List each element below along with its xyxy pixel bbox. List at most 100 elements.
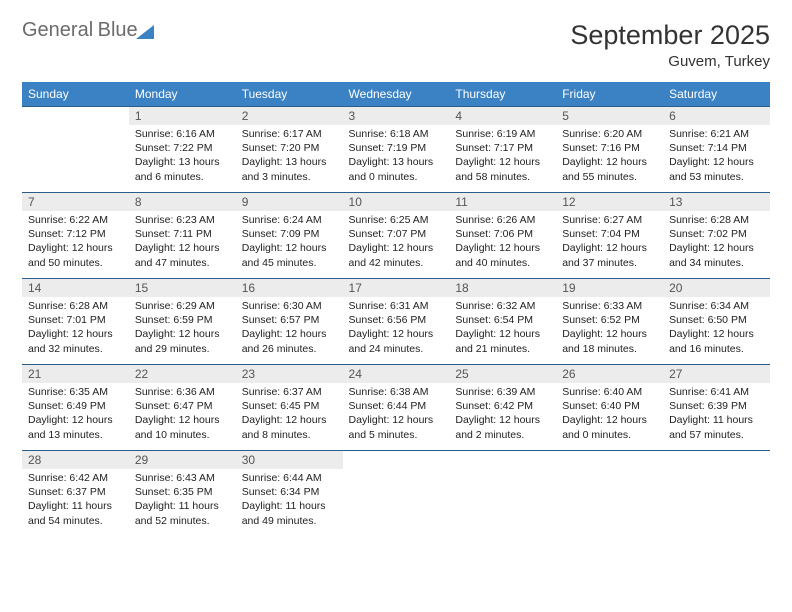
day-details: Sunrise: 6:38 AMSunset: 6:44 PMDaylight:… [343,383,450,446]
day-details: Sunrise: 6:22 AMSunset: 7:12 PMDaylight:… [22,211,129,274]
day-details: Sunrise: 6:28 AMSunset: 7:01 PMDaylight:… [22,297,129,360]
day-details: Sunrise: 6:44 AMSunset: 6:34 PMDaylight:… [236,469,343,532]
day-details: Sunrise: 6:21 AMSunset: 7:14 PMDaylight:… [663,125,770,188]
calendar-cell: 8Sunrise: 6:23 AMSunset: 7:11 PMDaylight… [129,193,236,279]
day-number [449,451,556,469]
day-details: Sunrise: 6:18 AMSunset: 7:19 PMDaylight:… [343,125,450,188]
calendar-cell: 23Sunrise: 6:37 AMSunset: 6:45 PMDayligh… [236,365,343,451]
calendar-cell: 20Sunrise: 6:34 AMSunset: 6:50 PMDayligh… [663,279,770,365]
calendar-cell: 13Sunrise: 6:28 AMSunset: 7:02 PMDayligh… [663,193,770,279]
calendar-cell [449,451,556,537]
calendar-page: General Blue September 2025 Guvem, Turke… [0,0,792,557]
calendar-cell: 22Sunrise: 6:36 AMSunset: 6:47 PMDayligh… [129,365,236,451]
day-number: 9 [236,193,343,211]
calendar-cell [22,107,129,193]
day-details: Sunrise: 6:17 AMSunset: 7:20 PMDaylight:… [236,125,343,188]
calendar-cell [663,451,770,537]
calendar-cell: 6Sunrise: 6:21 AMSunset: 7:14 PMDaylight… [663,107,770,193]
calendar-row: 21Sunrise: 6:35 AMSunset: 6:49 PMDayligh… [22,365,770,451]
day-number: 30 [236,451,343,469]
weekday-header: Friday [556,82,663,107]
day-number: 7 [22,193,129,211]
calendar-cell: 15Sunrise: 6:29 AMSunset: 6:59 PMDayligh… [129,279,236,365]
calendar-cell: 19Sunrise: 6:33 AMSunset: 6:52 PMDayligh… [556,279,663,365]
weekday-header: Tuesday [236,82,343,107]
day-number: 6 [663,107,770,125]
day-details: Sunrise: 6:35 AMSunset: 6:49 PMDaylight:… [22,383,129,446]
day-number: 18 [449,279,556,297]
calendar-grid: Sunday Monday Tuesday Wednesday Thursday… [22,82,770,537]
calendar-cell: 2Sunrise: 6:17 AMSunset: 7:20 PMDaylight… [236,107,343,193]
day-number: 4 [449,107,556,125]
calendar-cell: 14Sunrise: 6:28 AMSunset: 7:01 PMDayligh… [22,279,129,365]
calendar-cell: 29Sunrise: 6:43 AMSunset: 6:35 PMDayligh… [129,451,236,537]
day-details: Sunrise: 6:25 AMSunset: 7:07 PMDaylight:… [343,211,450,274]
day-details: Sunrise: 6:37 AMSunset: 6:45 PMDaylight:… [236,383,343,446]
calendar-cell: 27Sunrise: 6:41 AMSunset: 6:39 PMDayligh… [663,365,770,451]
weekday-header: Sunday [22,82,129,107]
day-details: Sunrise: 6:16 AMSunset: 7:22 PMDaylight:… [129,125,236,188]
day-number: 23 [236,365,343,383]
day-details: Sunrise: 6:39 AMSunset: 6:42 PMDaylight:… [449,383,556,446]
day-number: 5 [556,107,663,125]
day-number: 12 [556,193,663,211]
logo-text-1: General [22,19,93,41]
day-number: 19 [556,279,663,297]
day-number [343,451,450,469]
day-number: 26 [556,365,663,383]
page-header: General Blue September 2025 Guvem, Turke… [22,20,770,70]
calendar-cell: 17Sunrise: 6:31 AMSunset: 6:56 PMDayligh… [343,279,450,365]
day-number: 3 [343,107,450,125]
calendar-cell: 4Sunrise: 6:19 AMSunset: 7:17 PMDaylight… [449,107,556,193]
logo: General Blue [22,20,154,41]
calendar-body: 1Sunrise: 6:16 AMSunset: 7:22 PMDaylight… [22,107,770,537]
weekday-header: Thursday [449,82,556,107]
day-number: 14 [22,279,129,297]
calendar-cell [343,451,450,537]
weekday-header: Monday [129,82,236,107]
day-details: Sunrise: 6:41 AMSunset: 6:39 PMDaylight:… [663,383,770,446]
day-number: 29 [129,451,236,469]
day-number: 21 [22,365,129,383]
day-number: 8 [129,193,236,211]
day-details: Sunrise: 6:42 AMSunset: 6:37 PMDaylight:… [22,469,129,532]
day-number: 20 [663,279,770,297]
day-number: 2 [236,107,343,125]
location-label: Guvem, Turkey [570,53,770,70]
calendar-cell: 25Sunrise: 6:39 AMSunset: 6:42 PMDayligh… [449,365,556,451]
weekday-header-row: Sunday Monday Tuesday Wednesday Thursday… [22,82,770,107]
calendar-cell: 24Sunrise: 6:38 AMSunset: 6:44 PMDayligh… [343,365,450,451]
day-details: Sunrise: 6:28 AMSunset: 7:02 PMDaylight:… [663,211,770,274]
day-details: Sunrise: 6:27 AMSunset: 7:04 PMDaylight:… [556,211,663,274]
day-details: Sunrise: 6:23 AMSunset: 7:11 PMDaylight:… [129,211,236,274]
day-details: Sunrise: 6:29 AMSunset: 6:59 PMDaylight:… [129,297,236,360]
day-number: 11 [449,193,556,211]
day-details: Sunrise: 6:36 AMSunset: 6:47 PMDaylight:… [129,383,236,446]
calendar-cell: 12Sunrise: 6:27 AMSunset: 7:04 PMDayligh… [556,193,663,279]
day-details: Sunrise: 6:20 AMSunset: 7:16 PMDaylight:… [556,125,663,188]
calendar-cell: 9Sunrise: 6:24 AMSunset: 7:09 PMDaylight… [236,193,343,279]
calendar-cell: 7Sunrise: 6:22 AMSunset: 7:12 PMDaylight… [22,193,129,279]
day-details: Sunrise: 6:40 AMSunset: 6:40 PMDaylight:… [556,383,663,446]
day-number: 17 [343,279,450,297]
calendar-cell: 16Sunrise: 6:30 AMSunset: 6:57 PMDayligh… [236,279,343,365]
calendar-cell: 21Sunrise: 6:35 AMSunset: 6:49 PMDayligh… [22,365,129,451]
day-details: Sunrise: 6:24 AMSunset: 7:09 PMDaylight:… [236,211,343,274]
calendar-row: 14Sunrise: 6:28 AMSunset: 7:01 PMDayligh… [22,279,770,365]
calendar-cell: 30Sunrise: 6:44 AMSunset: 6:34 PMDayligh… [236,451,343,537]
calendar-cell: 1Sunrise: 6:16 AMSunset: 7:22 PMDaylight… [129,107,236,193]
day-number [556,451,663,469]
calendar-cell: 18Sunrise: 6:32 AMSunset: 6:54 PMDayligh… [449,279,556,365]
calendar-cell [556,451,663,537]
calendar-cell: 10Sunrise: 6:25 AMSunset: 7:07 PMDayligh… [343,193,450,279]
calendar-cell: 28Sunrise: 6:42 AMSunset: 6:37 PMDayligh… [22,451,129,537]
day-details: Sunrise: 6:32 AMSunset: 6:54 PMDaylight:… [449,297,556,360]
sail-icon [136,25,154,39]
day-details: Sunrise: 6:33 AMSunset: 6:52 PMDaylight:… [556,297,663,360]
day-details: Sunrise: 6:43 AMSunset: 6:35 PMDaylight:… [129,469,236,532]
logo-text-2: Blue [98,19,138,41]
calendar-row: 7Sunrise: 6:22 AMSunset: 7:12 PMDaylight… [22,193,770,279]
month-title: September 2025 [570,20,770,51]
calendar-row: 1Sunrise: 6:16 AMSunset: 7:22 PMDaylight… [22,107,770,193]
day-number: 10 [343,193,450,211]
